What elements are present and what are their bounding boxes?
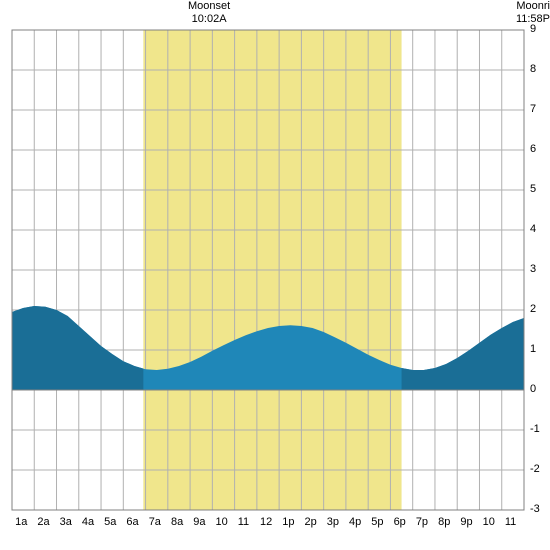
y-tick-label: -2 bbox=[530, 463, 540, 475]
x-tick-label: 1p bbox=[282, 516, 294, 528]
x-tick-label: 7a bbox=[149, 516, 161, 528]
moonrise-title: Moonri bbox=[516, 0, 550, 13]
y-tick-label: 1 bbox=[530, 343, 536, 355]
x-tick-label: 2p bbox=[305, 516, 317, 528]
x-tick-label: 6p bbox=[394, 516, 406, 528]
x-tick-label: 12 bbox=[260, 516, 272, 528]
x-tick-label: 8p bbox=[438, 516, 450, 528]
x-tick-label: 10 bbox=[483, 516, 495, 528]
x-tick-label: 3a bbox=[60, 516, 72, 528]
x-tick-label: 11 bbox=[238, 516, 249, 528]
y-tick-label: 4 bbox=[530, 223, 536, 235]
tide-chart: Moonset 10:02A Moonri 11:58P -3-2-101234… bbox=[0, 0, 550, 550]
y-tick-label: 2 bbox=[530, 303, 536, 315]
y-tick-label: -3 bbox=[530, 503, 540, 515]
x-tick-label: 2a bbox=[37, 516, 49, 528]
x-tick-label: 10 bbox=[215, 516, 227, 528]
x-tick-label: 7p bbox=[416, 516, 428, 528]
y-tick-label: 9 bbox=[530, 23, 536, 35]
x-tick-label: 9a bbox=[193, 516, 205, 528]
x-tick-label: 6a bbox=[126, 516, 138, 528]
x-tick-label: 11 bbox=[505, 516, 516, 528]
y-tick-label: 6 bbox=[530, 143, 536, 155]
x-tick-label: 4p bbox=[349, 516, 361, 528]
chart-svg bbox=[0, 0, 550, 550]
y-tick-label: 5 bbox=[530, 183, 536, 195]
y-tick-label: 3 bbox=[530, 263, 536, 275]
y-tick-label: 7 bbox=[530, 103, 536, 115]
y-tick-label: -1 bbox=[530, 423, 540, 435]
x-tick-label: 8a bbox=[171, 516, 183, 528]
x-tick-label: 4a bbox=[82, 516, 94, 528]
x-tick-label: 9p bbox=[460, 516, 472, 528]
x-tick-label: 3p bbox=[327, 516, 339, 528]
x-tick-label: 5a bbox=[104, 516, 116, 528]
moonset-title: Moonset bbox=[188, 0, 230, 13]
moonset-label: Moonset 10:02A bbox=[188, 0, 230, 26]
y-tick-label: 8 bbox=[530, 63, 536, 75]
y-tick-label: 0 bbox=[530, 383, 536, 395]
x-tick-label: 1a bbox=[15, 516, 27, 528]
moonset-time: 10:02A bbox=[188, 13, 230, 26]
x-tick-label: 5p bbox=[371, 516, 383, 528]
